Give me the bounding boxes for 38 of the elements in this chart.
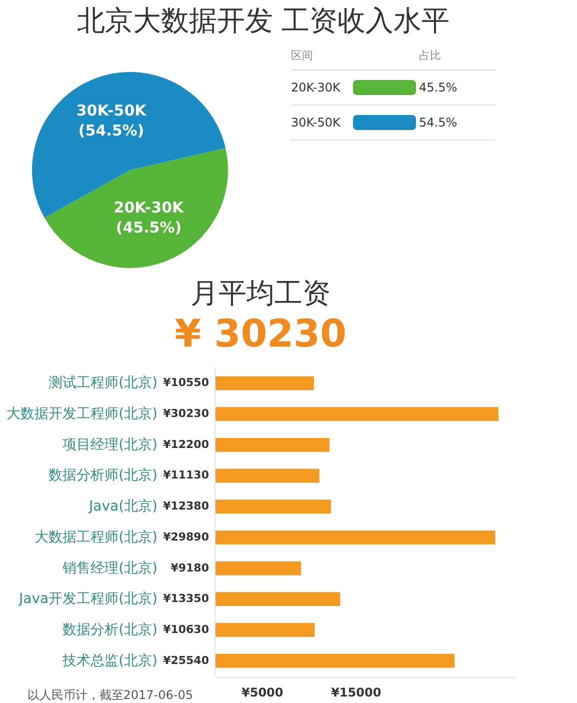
data-label: ¥9180 xyxy=(170,561,210,574)
data-label: ¥29890 xyxy=(163,530,210,544)
y-tick-label: 数据分析师(北京) xyxy=(48,468,158,484)
chart-title: 北京大数据开发 工资收入水平 xyxy=(76,4,450,37)
y-tick-label: 测试工程师(北京) xyxy=(48,375,158,392)
y-tick-label: 数据分析(北京) xyxy=(62,622,158,638)
y-tick-label: Java(北京) xyxy=(88,498,158,515)
y-tick-label: 大数据开发工程师(北京) xyxy=(6,406,158,422)
data-label: (45.5%) xyxy=(116,218,182,237)
text: 以人民币计，截至2017-06-05 xyxy=(27,688,193,702)
chart-title: 月平均工资 xyxy=(190,276,331,310)
data-label: ¥10630 xyxy=(163,622,210,636)
y-tick-label: Java开发工程师(北京) xyxy=(18,591,158,608)
y-tick-label: 技术总监(北京) xyxy=(62,652,158,669)
slice-label: 20K-30K xyxy=(114,198,186,217)
data-label: ¥11130 xyxy=(163,468,210,482)
x-tick-label: ¥5000 xyxy=(242,686,284,700)
data-label: ¥12200 xyxy=(163,438,210,451)
slice-label: 30K-50K xyxy=(291,116,342,130)
category-label: 20K-30K xyxy=(291,80,340,94)
x-tick-label: ¥15000 xyxy=(331,686,382,700)
y-tick-label: 销售经理(北京) xyxy=(62,560,158,576)
pie-slice xyxy=(44,148,228,268)
text: 占比 xyxy=(419,49,441,62)
chart-subtitle: ¥ 30230 xyxy=(174,312,346,356)
data-label: ¥30230 xyxy=(163,407,210,420)
data-label: ¥12380 xyxy=(163,500,210,513)
y-tick-label: 项目经理(北京) xyxy=(62,436,158,453)
text: 45.5% xyxy=(419,80,458,94)
data-label: ¥25540 xyxy=(163,654,210,667)
data-label: ¥10550 xyxy=(163,376,210,390)
legend-title: 区间 xyxy=(291,49,313,62)
slice-label: 30K-50K xyxy=(76,101,148,120)
pie-slice xyxy=(32,72,226,218)
data-label: (54.5%) xyxy=(78,121,144,140)
text: 54.5% xyxy=(419,116,458,130)
y-tick-label: 大数据工程师(北京) xyxy=(34,529,158,546)
data-label: ¥13350 xyxy=(163,592,210,606)
